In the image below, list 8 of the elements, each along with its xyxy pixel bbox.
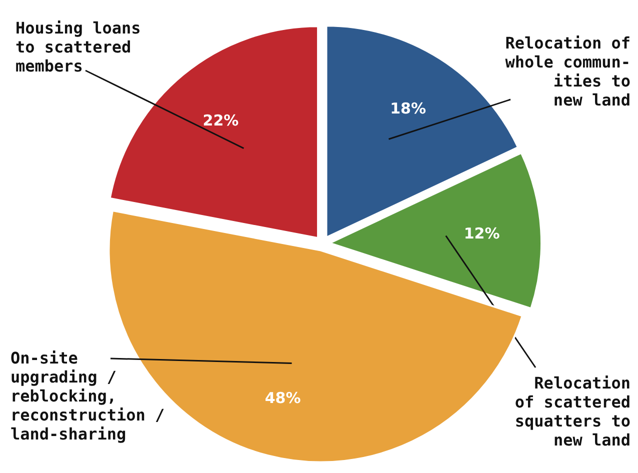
slice-label: On-site upgrading / reblocking, reconstruction / land-sharing bbox=[10, 348, 165, 444]
slice-label: Housing loans to scattered members bbox=[16, 18, 141, 76]
data-label: 48% bbox=[264, 389, 301, 408]
data-label: 22% bbox=[202, 111, 239, 130]
data-label: 18% bbox=[390, 100, 426, 118]
slice-label: Relocation of scattered squatters to new land bbox=[514, 374, 630, 450]
slice-label: Relocation of whole commun- ities to new land bbox=[505, 34, 631, 110]
data-label: 12% bbox=[464, 224, 500, 242]
